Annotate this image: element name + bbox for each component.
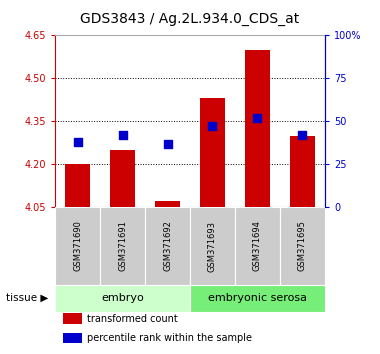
Point (165, 141, 171, 147)
Bar (110, 150, 135, 207)
Text: GSM371691: GSM371691 (118, 221, 127, 272)
Point (74, 139, 81, 145)
Text: percentile rank within the sample: percentile rank within the sample (87, 333, 252, 343)
Bar (145, 207, 190, 285)
Point (254, 115, 260, 121)
Bar (190, 285, 325, 312)
Point (209, 124, 215, 129)
Bar (55, 285, 190, 312)
Bar (245, 50, 270, 207)
Text: tissue ▶: tissue ▶ (6, 293, 48, 303)
Bar (190, 207, 235, 285)
Text: GSM371693: GSM371693 (208, 221, 217, 272)
Bar (155, 201, 180, 207)
Bar (235, 207, 280, 285)
Bar (100, 207, 145, 285)
Text: GSM371690: GSM371690 (73, 221, 82, 272)
Bar (280, 207, 325, 285)
Point (119, 132, 125, 138)
Bar (200, 98, 225, 207)
Text: embryo: embryo (101, 293, 144, 303)
Bar (290, 136, 315, 207)
Text: GSM371694: GSM371694 (253, 221, 262, 272)
Text: GDS3843 / Ag.2L.934.0_CDS_at: GDS3843 / Ag.2L.934.0_CDS_at (81, 12, 299, 27)
Text: transformed count: transformed count (87, 314, 178, 324)
Point (299, 132, 306, 138)
Bar (65, 164, 90, 207)
Text: GSM371692: GSM371692 (163, 221, 172, 272)
Text: embryonic serosa: embryonic serosa (208, 293, 307, 303)
Text: GSM371695: GSM371695 (298, 221, 307, 272)
Bar (55, 207, 100, 285)
